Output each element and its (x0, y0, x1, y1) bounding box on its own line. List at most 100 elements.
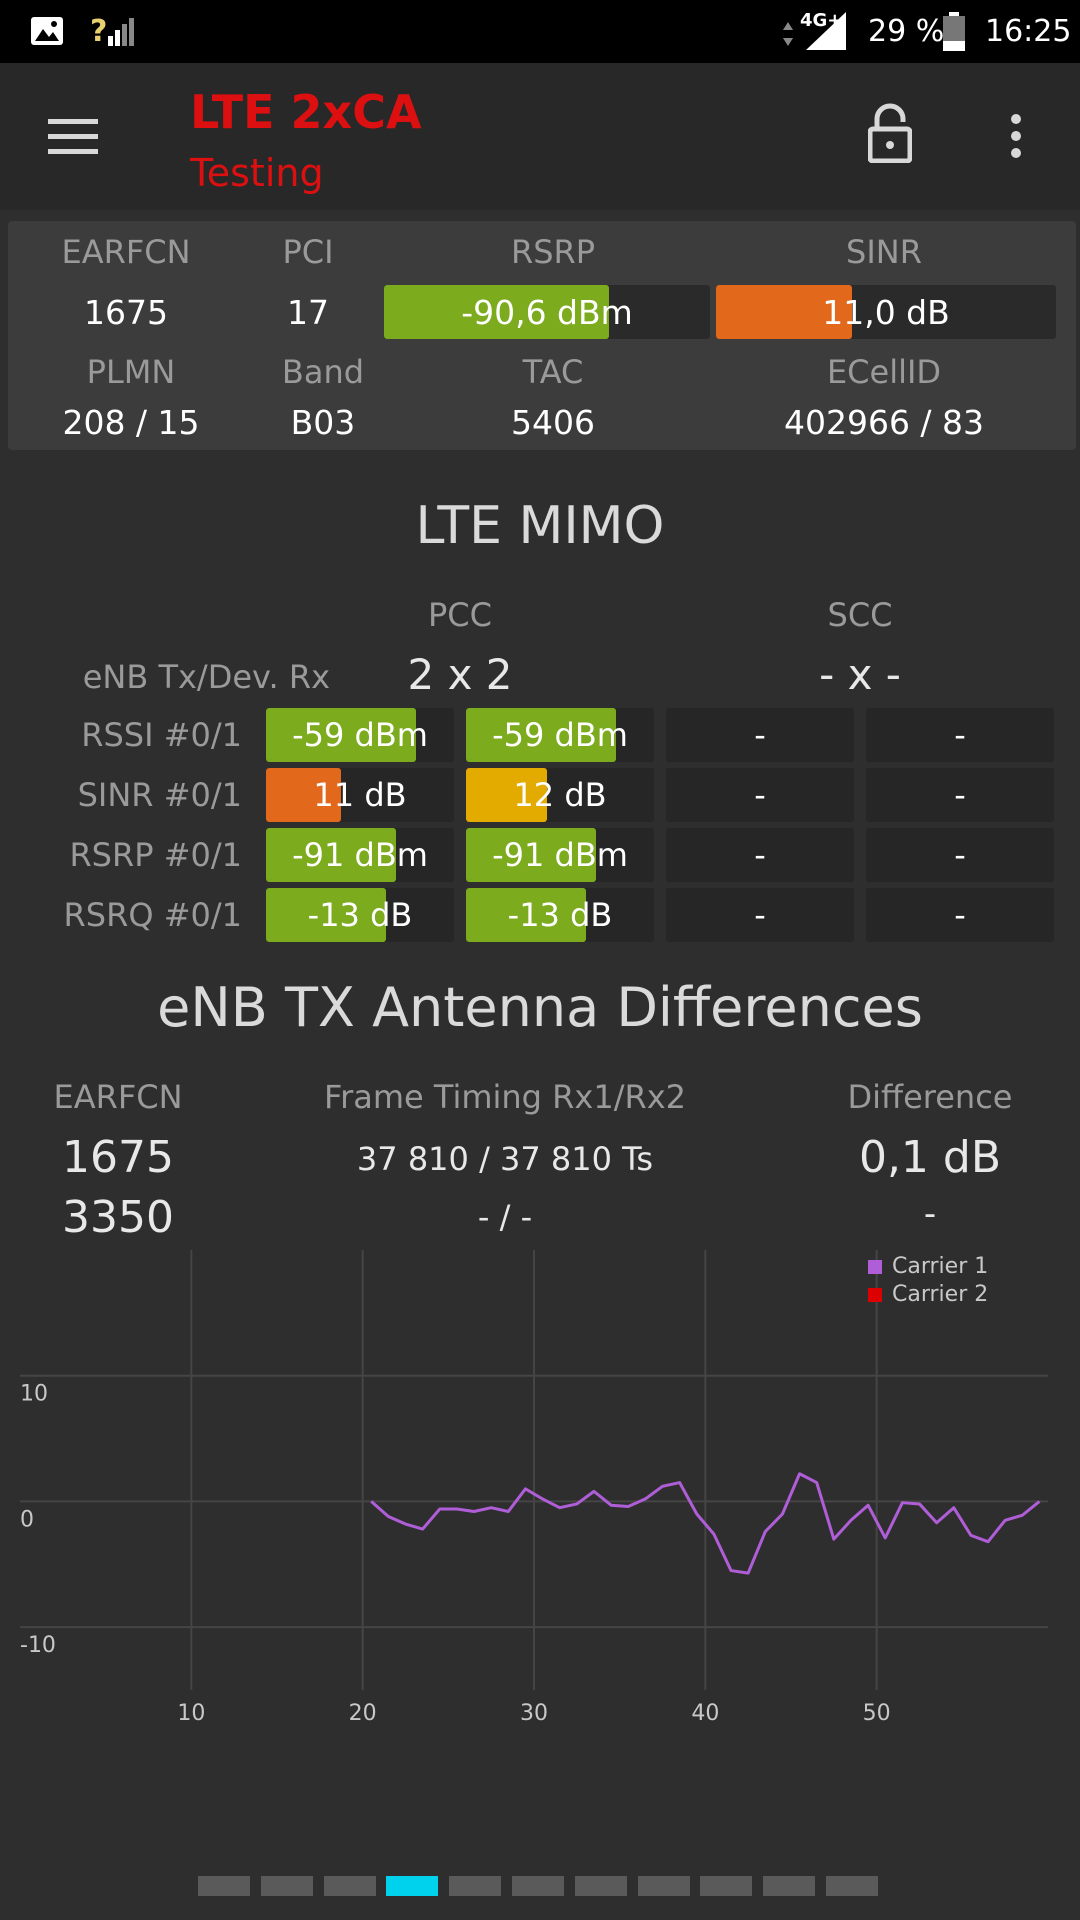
mimo-cell: -13 dB (466, 888, 654, 942)
y-tick-label: 10 (20, 1382, 48, 1407)
page-dot[interactable] (198, 1876, 250, 1896)
app-subtitle: Testing (190, 151, 324, 195)
mimo-cell-value: -59 dBm (492, 716, 628, 754)
mimo-cell: - (666, 888, 854, 942)
mimo-cell: - (866, 888, 1054, 942)
mimo-cell: - (866, 828, 1054, 882)
sinr-label: SINR (846, 233, 922, 271)
mimo-cell-value: - (754, 776, 766, 814)
mimo-cell-value: -59 dBm (292, 716, 428, 754)
mimo-cell-value: - (954, 896, 966, 934)
mimo-cell: -59 dBm (266, 708, 454, 762)
mimo-cell-value: -13 dB (507, 896, 613, 934)
rsrp-label: RSRP (510, 233, 596, 271)
hamburger-menu-icon[interactable] (48, 117, 98, 155)
app-title: LTE 2xCA (190, 85, 422, 139)
page-dot[interactable] (763, 1876, 816, 1896)
data-arrows-icon (783, 22, 793, 46)
page-dot[interactable] (260, 1876, 313, 1896)
difference-1: 0,1 dB (858, 1132, 1002, 1183)
mimo-cell: - (866, 708, 1054, 762)
antenna-earfcn-2: 3350 (62, 1192, 174, 1243)
image-notification-icon (31, 17, 63, 45)
signal-unknown-text: ? (90, 14, 108, 49)
mimo-cell: -91 dBm (266, 828, 454, 882)
difference-label: Difference (847, 1078, 1013, 1116)
carrier-1-line (370, 1472, 1041, 1575)
antenna-title: eNB TX Antenna Differences (157, 976, 923, 1039)
mimo-cell: - (666, 768, 854, 822)
sinr-bar-fill (716, 285, 852, 339)
battery-icon (943, 12, 965, 51)
mimo-cell: - (666, 828, 854, 882)
signal-bars-icon (108, 18, 134, 46)
scc-mimo-value: - x - (819, 650, 901, 699)
mimo-cell: -91 dBm (466, 828, 654, 882)
ecellid-label: ECellID (826, 353, 942, 391)
legend-swatch (868, 1288, 882, 1302)
scc-label: SCC (827, 596, 893, 634)
mimo-cell: - (666, 708, 854, 762)
earfcn-value: 1675 (84, 293, 168, 332)
mimo-cell-value: - (754, 836, 766, 874)
band-label: Band (281, 353, 365, 391)
unlock-icon[interactable] (868, 103, 912, 163)
earfcn-label: EARFCN (61, 233, 191, 271)
band-value: B03 (290, 403, 356, 442)
tac-value: 5406 (511, 403, 595, 442)
page-dot[interactable] (512, 1876, 564, 1896)
mimo-cell-value: - (954, 776, 966, 814)
sinr-value: 11,0 dB (822, 292, 950, 332)
mimo-cell: 12 dB (466, 768, 654, 822)
mimo-row-label: RSRQ #0/1 (63, 896, 242, 934)
mimo-cell-fill (466, 888, 587, 942)
pcc-mimo-value: 2 x 2 (407, 650, 513, 699)
mimo-cell-fill (466, 828, 596, 882)
x-tick-label: 20 (349, 1701, 377, 1726)
mimo-cell: 11 dB (266, 768, 454, 822)
pci-label: PCI (282, 233, 334, 271)
page-dot[interactable] (637, 1876, 690, 1896)
pcc-label: PCC (428, 596, 492, 634)
frame-timing-1: 37 810 / 37 810 Ts (356, 1140, 654, 1178)
rsrp-value: -90,6 dBm (461, 292, 633, 332)
page-dot-active[interactable] (386, 1876, 439, 1896)
mimo-cell-value: -13 dB (307, 896, 413, 934)
page-dot[interactable] (323, 1876, 376, 1896)
difference-2: - (923, 1194, 937, 1234)
mimo-cell-fill (466, 768, 547, 822)
legend-label: Carrier 2 (892, 1282, 988, 1307)
mimo-cell-fill (266, 768, 342, 822)
legend-label: Carrier 1 (892, 1254, 988, 1279)
mimo-cell: - (866, 768, 1054, 822)
mimo-cell-value: 11 dB (313, 776, 407, 814)
rsrp-bar: -90,6 dBm (384, 285, 710, 339)
mimo-cell-fill (266, 828, 396, 882)
more-vert-icon[interactable] (1008, 113, 1024, 159)
mimo-title: LTE MIMO (415, 496, 665, 556)
mimo-row-label: RSRP #0/1 (69, 836, 242, 874)
clock: 16:25 (985, 14, 1072, 49)
app-toolbar: LTE 2xCA Testing (0, 63, 1080, 210)
mimo-cell-fill (266, 708, 417, 762)
page-dot[interactable] (449, 1876, 502, 1896)
page-dot[interactable] (574, 1876, 627, 1896)
mimo-cell-value: -91 dBm (492, 836, 628, 874)
y-tick-label: -10 (20, 1633, 56, 1658)
tac-label: TAC (522, 353, 584, 391)
mimo-row-label: SINR #0/1 (77, 776, 242, 814)
frame-timing-2: - / - (477, 1198, 533, 1236)
antenna-difference-chart: 10 20 30 40 50 10 0 -10 Carrier 1 Carrier 2 (20, 1250, 1048, 1726)
plmn-label: PLMN (86, 353, 176, 391)
battery-percent: 29 % (868, 14, 945, 49)
mimo-cell: -59 dBm (466, 708, 654, 762)
antenna-earfcn-label: EARFCN (53, 1078, 183, 1116)
page-dot[interactable] (700, 1876, 753, 1896)
mimo-cell-value: 12 dB (513, 776, 607, 814)
ecellid-value: 402966 / 83 (783, 403, 985, 442)
page-dot[interactable] (826, 1876, 878, 1896)
legend-swatch (868, 1260, 882, 1274)
x-tick-label: 30 (520, 1701, 548, 1726)
pci-value: 17 (287, 293, 329, 332)
mimo-cell-value: - (954, 836, 966, 874)
